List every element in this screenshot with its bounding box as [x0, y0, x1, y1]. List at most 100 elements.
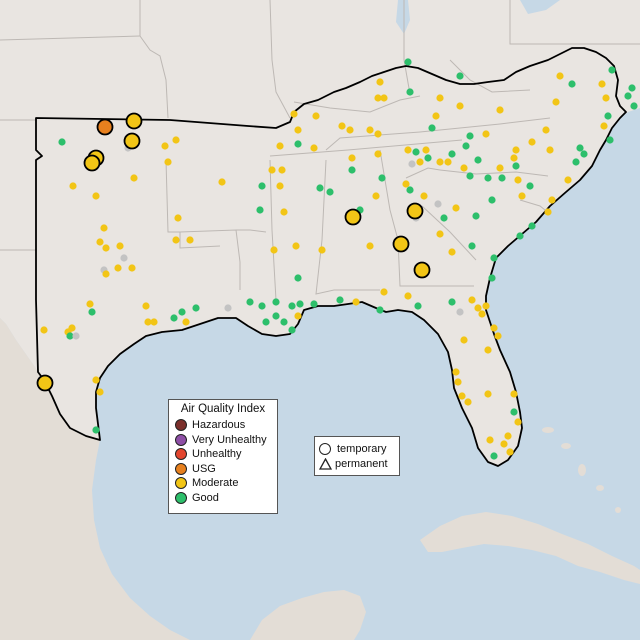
monitor-site[interactable] [338, 122, 346, 130]
monitor-site[interactable] [404, 146, 412, 154]
monitor-site[interactable] [161, 142, 169, 150]
monitor-site[interactable] [352, 298, 360, 306]
large-monitor-marker[interactable] [344, 208, 362, 226]
monitor-site[interactable] [496, 164, 504, 172]
monitor-site[interactable] [422, 146, 430, 154]
large-monitor-marker[interactable] [125, 112, 143, 130]
monitor-site[interactable] [510, 408, 518, 416]
monitor-site[interactable] [100, 224, 108, 232]
monitor-site[interactable] [598, 80, 606, 88]
monitor-site[interactable] [316, 184, 324, 192]
monitor-site[interactable] [512, 146, 520, 154]
monitor-site[interactable] [468, 242, 476, 250]
monitor-site[interactable] [466, 132, 474, 140]
large-monitor-marker[interactable] [96, 118, 114, 136]
monitor-site[interactable] [474, 156, 482, 164]
monitor-site[interactable] [102, 270, 110, 278]
monitor-site[interactable] [606, 136, 614, 144]
monitor-site[interactable] [258, 182, 266, 190]
monitor-site[interactable] [448, 298, 456, 306]
monitor-site[interactable] [246, 298, 254, 306]
monitor-site[interactable] [376, 306, 384, 314]
monitor-site[interactable] [428, 124, 436, 132]
monitor-site[interactable] [482, 302, 490, 310]
monitor-site[interactable] [172, 136, 180, 144]
monitor-site[interactable] [116, 242, 124, 250]
monitor-site[interactable] [564, 176, 572, 184]
monitor-site[interactable] [288, 326, 296, 334]
monitor-site[interactable] [546, 146, 554, 154]
monitor-site[interactable] [454, 378, 462, 386]
monitor-site[interactable] [170, 314, 178, 322]
monitor-site[interactable] [372, 192, 380, 200]
monitor-site[interactable] [518, 192, 526, 200]
monitor-site[interactable] [624, 92, 632, 100]
large-monitor-marker[interactable] [36, 374, 54, 392]
monitor-site[interactable] [458, 392, 466, 400]
monitor-site[interactable] [164, 158, 172, 166]
monitor-site[interactable] [142, 302, 150, 310]
monitor-site[interactable] [406, 186, 414, 194]
monitor-site[interactable] [312, 112, 320, 120]
large-monitor-marker[interactable] [413, 261, 431, 279]
monitor-site[interactable] [420, 192, 428, 200]
monitor-site[interactable] [296, 300, 304, 308]
monitor-site[interactable] [380, 94, 388, 102]
monitor-site[interactable] [276, 182, 284, 190]
monitor-site[interactable] [92, 192, 100, 200]
monitor-site[interactable] [496, 106, 504, 114]
monitor-site[interactable] [326, 188, 334, 196]
monitor-site[interactable] [484, 174, 492, 182]
monitor-site[interactable] [478, 310, 486, 318]
monitor-site[interactable] [294, 312, 302, 320]
monitor-site[interactable] [268, 166, 276, 174]
monitor-site[interactable] [484, 390, 492, 398]
monitor-site[interactable] [290, 110, 298, 118]
monitor-site[interactable] [572, 158, 580, 166]
monitor-site[interactable] [270, 246, 278, 254]
monitor-site[interactable] [86, 300, 94, 308]
monitor-site[interactable] [374, 94, 382, 102]
monitor-site[interactable] [402, 180, 410, 188]
monitor-site[interactable] [514, 176, 522, 184]
monitor-site[interactable] [468, 296, 476, 304]
monitor-site[interactable] [628, 84, 636, 92]
monitor-site[interactable] [414, 302, 422, 310]
monitor-site[interactable] [568, 80, 576, 88]
monitor-site[interactable] [72, 332, 80, 340]
monitor-site[interactable] [432, 112, 440, 120]
monitor-site[interactable] [474, 304, 482, 312]
monitor-site[interactable] [66, 332, 74, 340]
monitor-site[interactable] [464, 398, 472, 406]
monitor-site[interactable] [102, 244, 110, 252]
monitor-site[interactable] [542, 126, 550, 134]
monitor-site[interactable] [366, 126, 374, 134]
monitor-site[interactable] [92, 426, 100, 434]
monitor-site[interactable] [192, 304, 200, 312]
monitor-site[interactable] [462, 142, 470, 150]
monitor-site[interactable] [466, 172, 474, 180]
monitor-site[interactable] [336, 296, 344, 304]
monitor-site[interactable] [448, 248, 456, 256]
monitor-site[interactable] [380, 288, 388, 296]
monitor-site[interactable] [262, 318, 270, 326]
monitor-site[interactable] [424, 154, 432, 162]
monitor-site[interactable] [150, 318, 158, 326]
monitor-site[interactable] [490, 254, 498, 262]
monitor-site[interactable] [602, 94, 610, 102]
monitor-site[interactable] [69, 182, 77, 190]
monitor-site[interactable] [486, 436, 494, 444]
monitor-site[interactable] [182, 318, 190, 326]
monitor-site[interactable] [444, 158, 452, 166]
monitor-site[interactable] [366, 242, 374, 250]
monitor-site[interactable] [436, 94, 444, 102]
monitor-site[interactable] [96, 238, 104, 246]
monitor-site[interactable] [404, 292, 412, 300]
monitor-site[interactable] [498, 174, 506, 182]
monitor-site[interactable] [318, 246, 326, 254]
monitor-site[interactable] [114, 264, 122, 272]
monitor-site[interactable] [526, 182, 534, 190]
monitor-site[interactable] [272, 312, 280, 320]
